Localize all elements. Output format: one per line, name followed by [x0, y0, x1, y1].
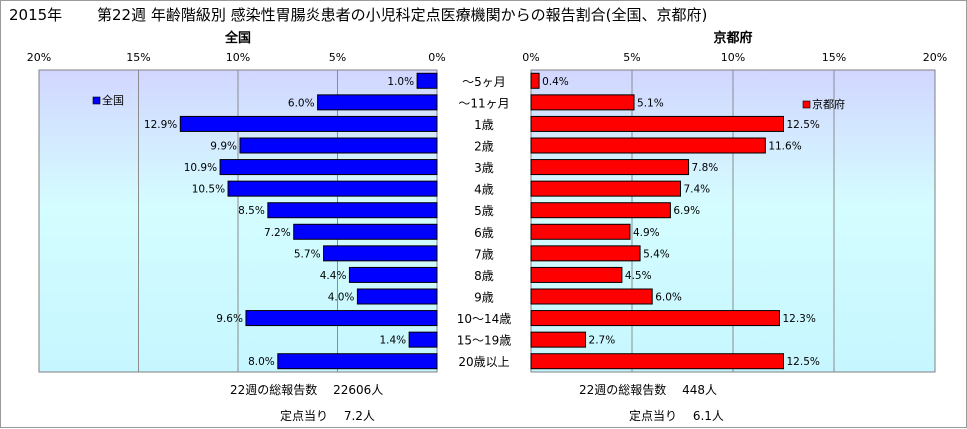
national-tick-label: 5%: [329, 51, 346, 64]
national-bar: [179, 115, 438, 132]
age-category-label: 7歳: [474, 247, 494, 261]
age-category-label: 1歳: [474, 118, 494, 132]
kyoto-bar: [530, 180, 681, 197]
kyoto-legend-swatch: [802, 100, 811, 109]
kyoto-tick-label: 5%: [623, 51, 640, 64]
national-bar: [277, 353, 438, 370]
kyoto-data-label: 0.4%: [542, 76, 569, 88]
national-data-label: 8.5%: [238, 205, 265, 217]
national-per-site-text: 定点当り 7.2人: [280, 408, 375, 423]
national-data-label: 10.5%: [192, 184, 225, 196]
chart-year: 2015年: [9, 6, 62, 24]
national-data-label: 4.4%: [320, 270, 347, 282]
kyoto-bar: [530, 202, 671, 219]
kyoto-panel-title: 京都府: [713, 30, 752, 46]
national-data-label: 9.9%: [210, 141, 237, 153]
national-data-label: 1.0%: [387, 76, 414, 88]
kyoto-bar: [530, 331, 587, 348]
kyoto-tick-label: 10%: [721, 51, 745, 64]
national-legend-swatch: [92, 96, 101, 105]
kyoto-data-label: 7.8%: [692, 162, 719, 174]
kyoto-bar: [530, 266, 623, 283]
kyoto-data-label: 6.9%: [673, 205, 700, 217]
kyoto-tick-label: 15%: [822, 51, 846, 64]
national-bar: [356, 288, 438, 305]
national-bar: [317, 94, 438, 111]
kyoto-bar: [530, 310, 780, 327]
kyoto-data-label: 12.3%: [782, 313, 815, 325]
age-category-label: 4歳: [474, 183, 494, 197]
kyoto-data-label: 5.1%: [637, 97, 664, 109]
kyoto-data-label: 12.5%: [787, 119, 820, 131]
national-data-label: 12.9%: [144, 119, 177, 131]
national-data-label: 5.7%: [294, 248, 321, 260]
national-data-label: 1.4%: [379, 335, 406, 347]
kyoto-panel: 0% 5% 10% 15% 20% 京都府 0.4% 5.1% 12.5% 11.6% 7.8% 7.…: [522, 30, 947, 373]
kyoto-bar: [530, 159, 690, 176]
age-category-label: 9歳: [474, 291, 494, 305]
kyoto-bar: [530, 353, 784, 370]
kyoto-data-label: 5.4%: [643, 248, 670, 260]
age-category-label: 2歳: [474, 140, 494, 154]
age-category-label: 5歳: [474, 204, 494, 218]
national-data-label: 6.0%: [288, 97, 315, 109]
age-category-label: 3歳: [474, 161, 494, 175]
kyoto-bar: [530, 94, 635, 111]
kyoto-data-label: 4.5%: [625, 270, 652, 282]
chart-title: 第22週 年齢階級別 感染性胃腸炎患者の小児科定点医療機関からの報告割合(全国、…: [97, 6, 707, 24]
kyoto-total-text: 22週の総報告数 448人: [579, 382, 717, 397]
age-category-label: 20歳以上: [458, 355, 509, 369]
national-bar: [408, 331, 438, 348]
national-panel: 20% 15% 10% 5% 0% 全国 1.0% 6.0% 12.9% 9.9% 10.9% 10.…: [27, 30, 446, 373]
kyoto-data-label: 7.4%: [683, 184, 710, 196]
national-data-label: 9.6%: [216, 313, 243, 325]
national-bar: [239, 137, 438, 154]
kyoto-bar: [530, 137, 766, 154]
national-bar: [227, 180, 438, 197]
national-tick-label: 10%: [226, 51, 250, 64]
kyoto-tick-label: 20%: [923, 51, 947, 64]
national-tick-label: 15%: [126, 51, 150, 64]
kyoto-data-label: 2.7%: [589, 335, 616, 347]
kyoto-legend-label: 京都府: [812, 97, 845, 111]
national-bar: [267, 202, 438, 219]
national-bar: [323, 245, 438, 262]
age-category-label: 6歳: [474, 226, 494, 240]
age-category-label: 10～14歳: [457, 312, 512, 326]
age-category-labels: ～5ヶ月 ～11ヶ月 1歳 2歳 3歳 4歳 5歳 6歳 7歳 8歳 9歳 10～14歳 15～19歳 2…: [457, 75, 512, 369]
age-category-label: ～5ヶ月: [462, 75, 506, 89]
national-data-label: 4.0%: [328, 292, 355, 304]
kyoto-bar: [530, 288, 653, 305]
national-data-label: 7.2%: [264, 227, 291, 239]
national-bar: [416, 72, 438, 89]
kyoto-data-label: 6.0%: [655, 292, 682, 304]
national-total-text: 22週の総報告数 22606人: [230, 382, 383, 397]
national-bar: [219, 159, 438, 176]
national-data-label: 10.9%: [184, 162, 217, 174]
national-bar: [348, 266, 438, 283]
kyoto-bar: [530, 72, 540, 89]
national-tick-label: 20%: [27, 51, 51, 64]
age-category-label: 8歳: [474, 269, 494, 283]
kyoto-data-label: 11.6%: [768, 141, 801, 153]
national-bar: [293, 223, 438, 240]
national-panel-title: 全国: [224, 30, 251, 46]
kyoto-per-site-text: 定点当り 6.1人: [629, 408, 724, 423]
kyoto-bar: [530, 245, 641, 262]
kyoto-tick-label: 0%: [522, 51, 539, 64]
age-category-label: ～11ヶ月: [458, 96, 509, 110]
kyoto-data-label: 12.5%: [787, 356, 820, 368]
kyoto-bar: [530, 223, 631, 240]
kyoto-data-label: 4.9%: [633, 227, 660, 239]
kyoto-bar: [530, 115, 784, 132]
national-bar: [245, 310, 438, 327]
national-tick-label: 0%: [428, 51, 445, 64]
national-legend-label: 全国: [102, 93, 124, 107]
age-category-label: 15～19歳: [457, 334, 512, 348]
national-data-label: 8.0%: [248, 356, 275, 368]
